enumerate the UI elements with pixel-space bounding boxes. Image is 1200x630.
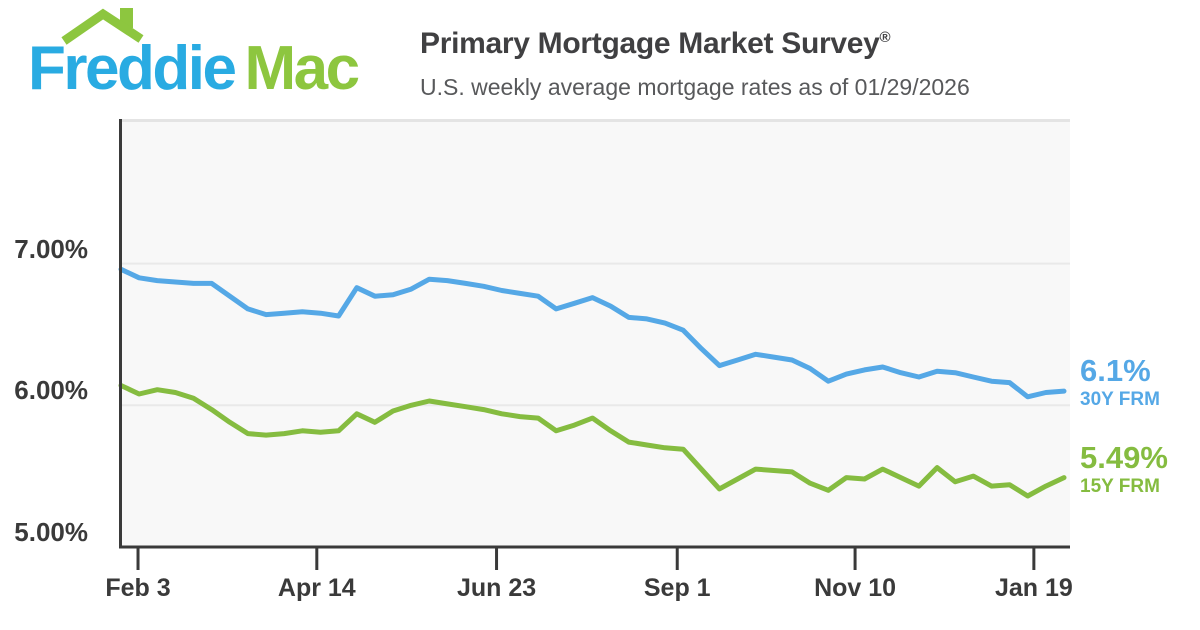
- page-title: Primary Mortgage Market Survey®: [420, 26, 1120, 62]
- end-label-30y-name: 30Y FRM: [1080, 389, 1160, 410]
- x-axis-label: Nov 10: [814, 574, 897, 602]
- end-label-15y-name: 15Y FRM: [1080, 476, 1160, 497]
- x-axis-label: Apr 14: [277, 574, 356, 602]
- y-axis-label: 5.00%: [14, 517, 88, 547]
- logo-word-mac: Mac: [244, 34, 360, 103]
- x-axis-label: Feb 3: [105, 574, 171, 602]
- end-label-15y-frm: 5.49% 15Y FRM: [1080, 441, 1168, 498]
- registered-mark: ®: [879, 29, 891, 46]
- y-axis-label: 7.00%: [14, 233, 88, 264]
- logo-text: Freddie Mac: [28, 38, 360, 100]
- end-label-30y-value: 6.1%: [1080, 353, 1151, 388]
- freddie-mac-logo: Freddie Mac: [0, 0, 410, 115]
- end-label-15y-value: 5.49%: [1080, 440, 1168, 475]
- page-title-text: Primary Mortgage Market Survey: [420, 27, 880, 60]
- plot-background: [119, 119, 1070, 548]
- logo-word-freddie: Freddie: [28, 34, 237, 103]
- x-axis-label: Jun 23: [456, 574, 537, 602]
- x-axis-label: Sep 1: [643, 574, 711, 602]
- x-axis-label: Jan 19: [994, 574, 1073, 602]
- page-subtitle: U.S. weekly average mortgage rates as of…: [420, 74, 970, 100]
- roof-shape: [61, 8, 144, 45]
- y-axis-label: 6.00%: [14, 375, 88, 406]
- end-label-30y-frm: 6.1% 30Y FRM: [1080, 354, 1160, 411]
- house-roof-icon: [61, 8, 144, 45]
- series-line-15y-frm: [118, 383, 1067, 499]
- series-line-30y-frm: [118, 266, 1067, 400]
